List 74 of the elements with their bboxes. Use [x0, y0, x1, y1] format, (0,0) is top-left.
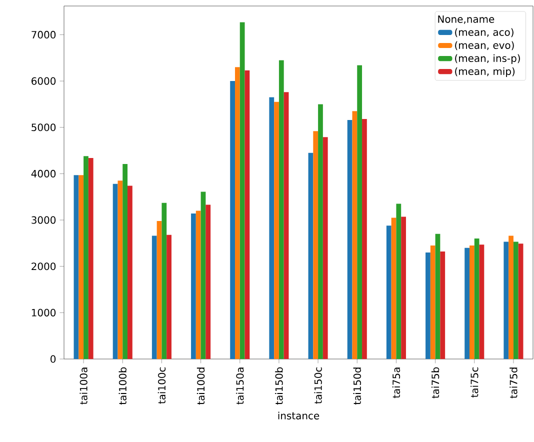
y-tick-label: 5000 [32, 124, 56, 132]
bar [230, 81, 235, 359]
x-tick-label: tai150b [275, 367, 283, 405]
bar [269, 97, 274, 359]
bar [318, 104, 323, 359]
y-tick-label: 1000 [32, 308, 56, 316]
bar [401, 216, 406, 359]
bar [244, 70, 250, 359]
legend-label: (mean, aco) [455, 28, 514, 38]
bar [240, 22, 245, 359]
bar [78, 175, 84, 359]
bar [162, 202, 167, 359]
bar [122, 164, 128, 359]
bar [84, 156, 88, 359]
bar [440, 252, 446, 359]
bar [391, 218, 396, 359]
x-tick-label: tai75c [470, 367, 478, 398]
bar [518, 244, 524, 359]
bar [284, 92, 289, 359]
bar [128, 186, 132, 359]
y-tick-label: 0 [50, 355, 56, 363]
legend-label: (mean, evo) [455, 41, 514, 50]
bar [430, 246, 436, 359]
x-tick-label: tai75d [510, 368, 518, 398]
bar [347, 120, 352, 359]
bar [464, 248, 470, 359]
bar [362, 119, 367, 359]
x-tick-label: tai150d [353, 368, 361, 405]
bar [278, 60, 284, 359]
bar [396, 204, 402, 359]
legend-label: (mean, mip) [455, 67, 515, 77]
y-tick-label: 6000 [32, 77, 56, 85]
bar [435, 234, 440, 359]
bar [469, 246, 474, 359]
x-tick-label: tai150c [314, 367, 322, 404]
bar [322, 137, 328, 359]
bar [274, 102, 279, 359]
bar [234, 67, 240, 359]
bar [504, 242, 509, 359]
y-tick-label: 7000 [32, 30, 56, 38]
x-tick-label: tai100b [118, 367, 126, 405]
bar [166, 234, 172, 359]
bar [206, 204, 211, 359]
bar [508, 236, 514, 359]
bar [313, 131, 318, 359]
bar [112, 184, 118, 359]
bar [200, 192, 206, 359]
bar [426, 252, 430, 359]
y-tick-label: 2000 [32, 262, 56, 270]
bar [357, 65, 362, 359]
bar [513, 242, 518, 359]
bar [352, 111, 358, 359]
legend-label: (mean, ins-p) [455, 54, 520, 64]
x-axis-title: instance [278, 412, 320, 420]
bar [156, 220, 162, 359]
bar [88, 158, 94, 359]
x-tick-label: tai100d [196, 368, 205, 405]
x-tick-label: tai100a [80, 368, 88, 404]
x-tick-label: tai75a [392, 368, 400, 398]
x-tick-label: tai75b [431, 367, 440, 398]
legend-title: None,name [438, 15, 494, 24]
x-tick-label: tai100c [158, 367, 166, 404]
y-tick-label: 4000 [31, 170, 56, 178]
bar [479, 244, 484, 359]
y-tick-label: 3000 [32, 216, 56, 224]
bar [196, 210, 201, 359]
bar [191, 214, 196, 359]
bar [152, 236, 157, 359]
bar [74, 175, 79, 359]
x-tick-label: tai150a [236, 368, 244, 404]
bar [386, 226, 392, 359]
bar [118, 180, 123, 359]
bar [308, 152, 314, 359]
bar [474, 238, 480, 359]
